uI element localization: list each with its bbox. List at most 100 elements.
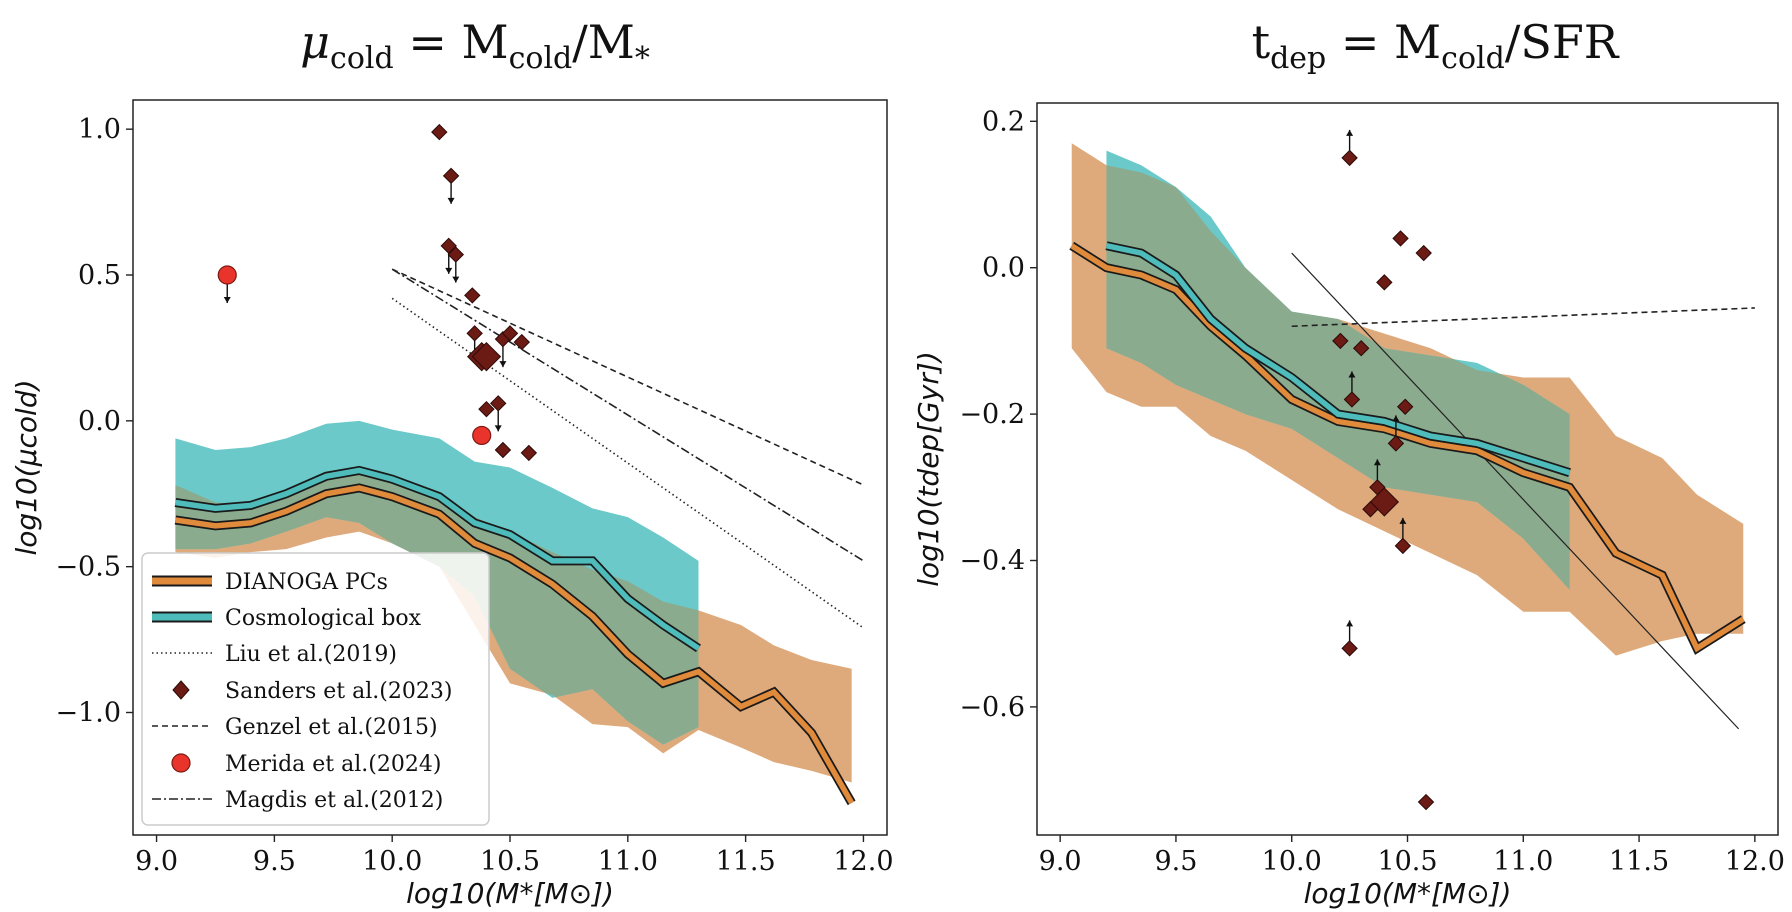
y-tick-label: −0.2 (959, 399, 1025, 430)
sanders-point (520, 444, 538, 462)
x-tick-label: 12.0 (1725, 846, 1785, 877)
y-tick-label: 1.0 (78, 114, 121, 145)
legend-item-dianoga: DIANOGA PCs (152, 570, 388, 595)
panel-title-text: μcold = Mcold/M* (300, 15, 650, 76)
legend-label: Magdis et al.(2012) (225, 788, 443, 813)
legend-marker (172, 680, 190, 700)
data-markers (1332, 129, 1435, 811)
legend-item-genzel: Genzel et al.(2015) (152, 715, 438, 740)
limit-arrowhead (1373, 459, 1381, 466)
sanders-point (1376, 274, 1393, 291)
sanders-point (442, 167, 460, 185)
y-tick-label: −0.5 (55, 552, 121, 583)
limit-arrowhead (1392, 415, 1400, 422)
panel-right: tdep = Mcold/SFR 9.0 9.5 10.0 10.5 11.0 11.5 1… (912, 15, 1785, 910)
limit-arrowhead (223, 297, 231, 303)
limit-arrowhead (1346, 129, 1354, 136)
y-axis-label: log10(μcold) (10, 379, 43, 555)
sanders-point (440, 237, 457, 255)
line-dianoga-pcs (175, 485, 855, 805)
legend-item-sanders: Sanders et al.(2023) (172, 679, 452, 704)
x-tick-label: 9.0 (135, 846, 178, 877)
band-overlap (1106, 150, 1570, 590)
line-genzel (1291, 307, 1755, 328)
y-tick-label: −0.6 (959, 692, 1025, 723)
sanders-point (431, 123, 448, 141)
sanders-point (1341, 149, 1358, 167)
limit-arrowhead (499, 361, 507, 368)
sanders-point (1352, 340, 1370, 357)
sanders-point (490, 395, 507, 412)
legend-marker (171, 753, 191, 773)
sanders-point (1341, 640, 1358, 657)
x-tick-label: 9.0 (1039, 846, 1082, 877)
y-tick-label: 0.0 (982, 253, 1025, 284)
sanders-point (1392, 230, 1409, 247)
y-tick-label: −0.4 (959, 546, 1025, 577)
x-tick-label: 10.0 (362, 846, 422, 877)
panel-left: μcold = Mcold/M* 9.0 9.5 10.0 10.5 11.0 11.5 1… (10, 15, 894, 910)
legend-label: Liu et al.(2019) (225, 642, 397, 667)
limit-arrowhead (1348, 371, 1356, 378)
legend-box (141, 552, 490, 826)
sanders-point (1387, 435, 1405, 452)
x-tick-label: 11.0 (1493, 846, 1553, 877)
sanders-point (1415, 244, 1432, 262)
sanders-point (501, 325, 519, 342)
line-cosmological-box (175, 467, 701, 651)
sanders-point (1343, 391, 1361, 408)
legend-item-merida: Merida et al.(2024) (171, 752, 441, 777)
limit-arrowhead (1346, 620, 1354, 627)
merida-point (472, 425, 492, 446)
sanders-point (471, 341, 502, 372)
sanders-point (447, 246, 465, 263)
sanders-point (1369, 487, 1400, 517)
x-tick-label: 11.0 (598, 846, 658, 877)
sanders-point (1396, 398, 1414, 415)
x-tick-label: 12.0 (833, 846, 893, 877)
line-cosmological-box (1105, 243, 1571, 476)
sanders-point (464, 287, 481, 304)
line-magdis (391, 268, 864, 562)
limit-arrowhead (445, 267, 453, 274)
legend-item-box: Cosmological box (152, 606, 422, 631)
limit-arrowhead (452, 276, 460, 283)
sanders-point (513, 333, 530, 351)
legend-label: DIANOGA PCs (225, 570, 388, 595)
line-dianoga-pcs (1070, 243, 1745, 653)
legend-label: Cosmological box (225, 606, 422, 631)
data-markers (217, 123, 538, 462)
sanders-point (1417, 793, 1435, 811)
x-tick-label: 9.5 (253, 846, 296, 877)
line-liu (1291, 252, 1740, 730)
x-tick-label: 10.5 (1377, 846, 1437, 877)
merida-point (217, 265, 237, 285)
limit-arrowhead (447, 197, 455, 204)
x-axis-label: log10(M*[M⊙]) (1304, 877, 1512, 910)
x-tick-label: 11.5 (1609, 846, 1669, 877)
y-tick-label: 0.2 (982, 106, 1025, 137)
y-tick-label: 0.0 (78, 406, 121, 437)
y-tick-label: 0.5 (78, 260, 121, 291)
x-tick-label: 9.5 (1154, 846, 1197, 877)
limit-arrowhead (494, 425, 502, 432)
panel-title: μcold = Mcold/M* (300, 15, 650, 76)
axis-ticks: 9.0 9.5 10.0 10.5 11.0 11.5 12.0 0.2 0.0 −0.2 −0.4… (959, 106, 1784, 877)
legend-item-magdis: Magdis et al.(2012) (152, 788, 443, 813)
x-axis-label: log10(M*[M⊙]) (406, 877, 614, 910)
sanders-point (1332, 332, 1349, 350)
axis-ticks: 9.0 9.5 10.0 10.5 11.0 11.5 12.0 1.0 0.5 0.0 −0.5 −… (55, 114, 893, 877)
panel-title: tdep = Mcold/SFR (1252, 15, 1620, 76)
legend-label: Merida et al.(2024) (225, 752, 441, 777)
legend: DIANOGA PCs Cosmological box Liu et al.(… (141, 552, 490, 826)
x-tick-label: 11.5 (716, 846, 776, 877)
x-tick-label: 10.5 (480, 846, 540, 877)
bands (1071, 143, 1744, 656)
panel-title-text: tdep = Mcold/SFR (1252, 15, 1620, 76)
sanders-point (494, 441, 512, 459)
limit-arrowhead (1399, 517, 1407, 524)
series-lines (174, 268, 864, 806)
legend-item-liu: Liu et al.(2019) (152, 642, 397, 667)
sanders-point (478, 400, 495, 418)
